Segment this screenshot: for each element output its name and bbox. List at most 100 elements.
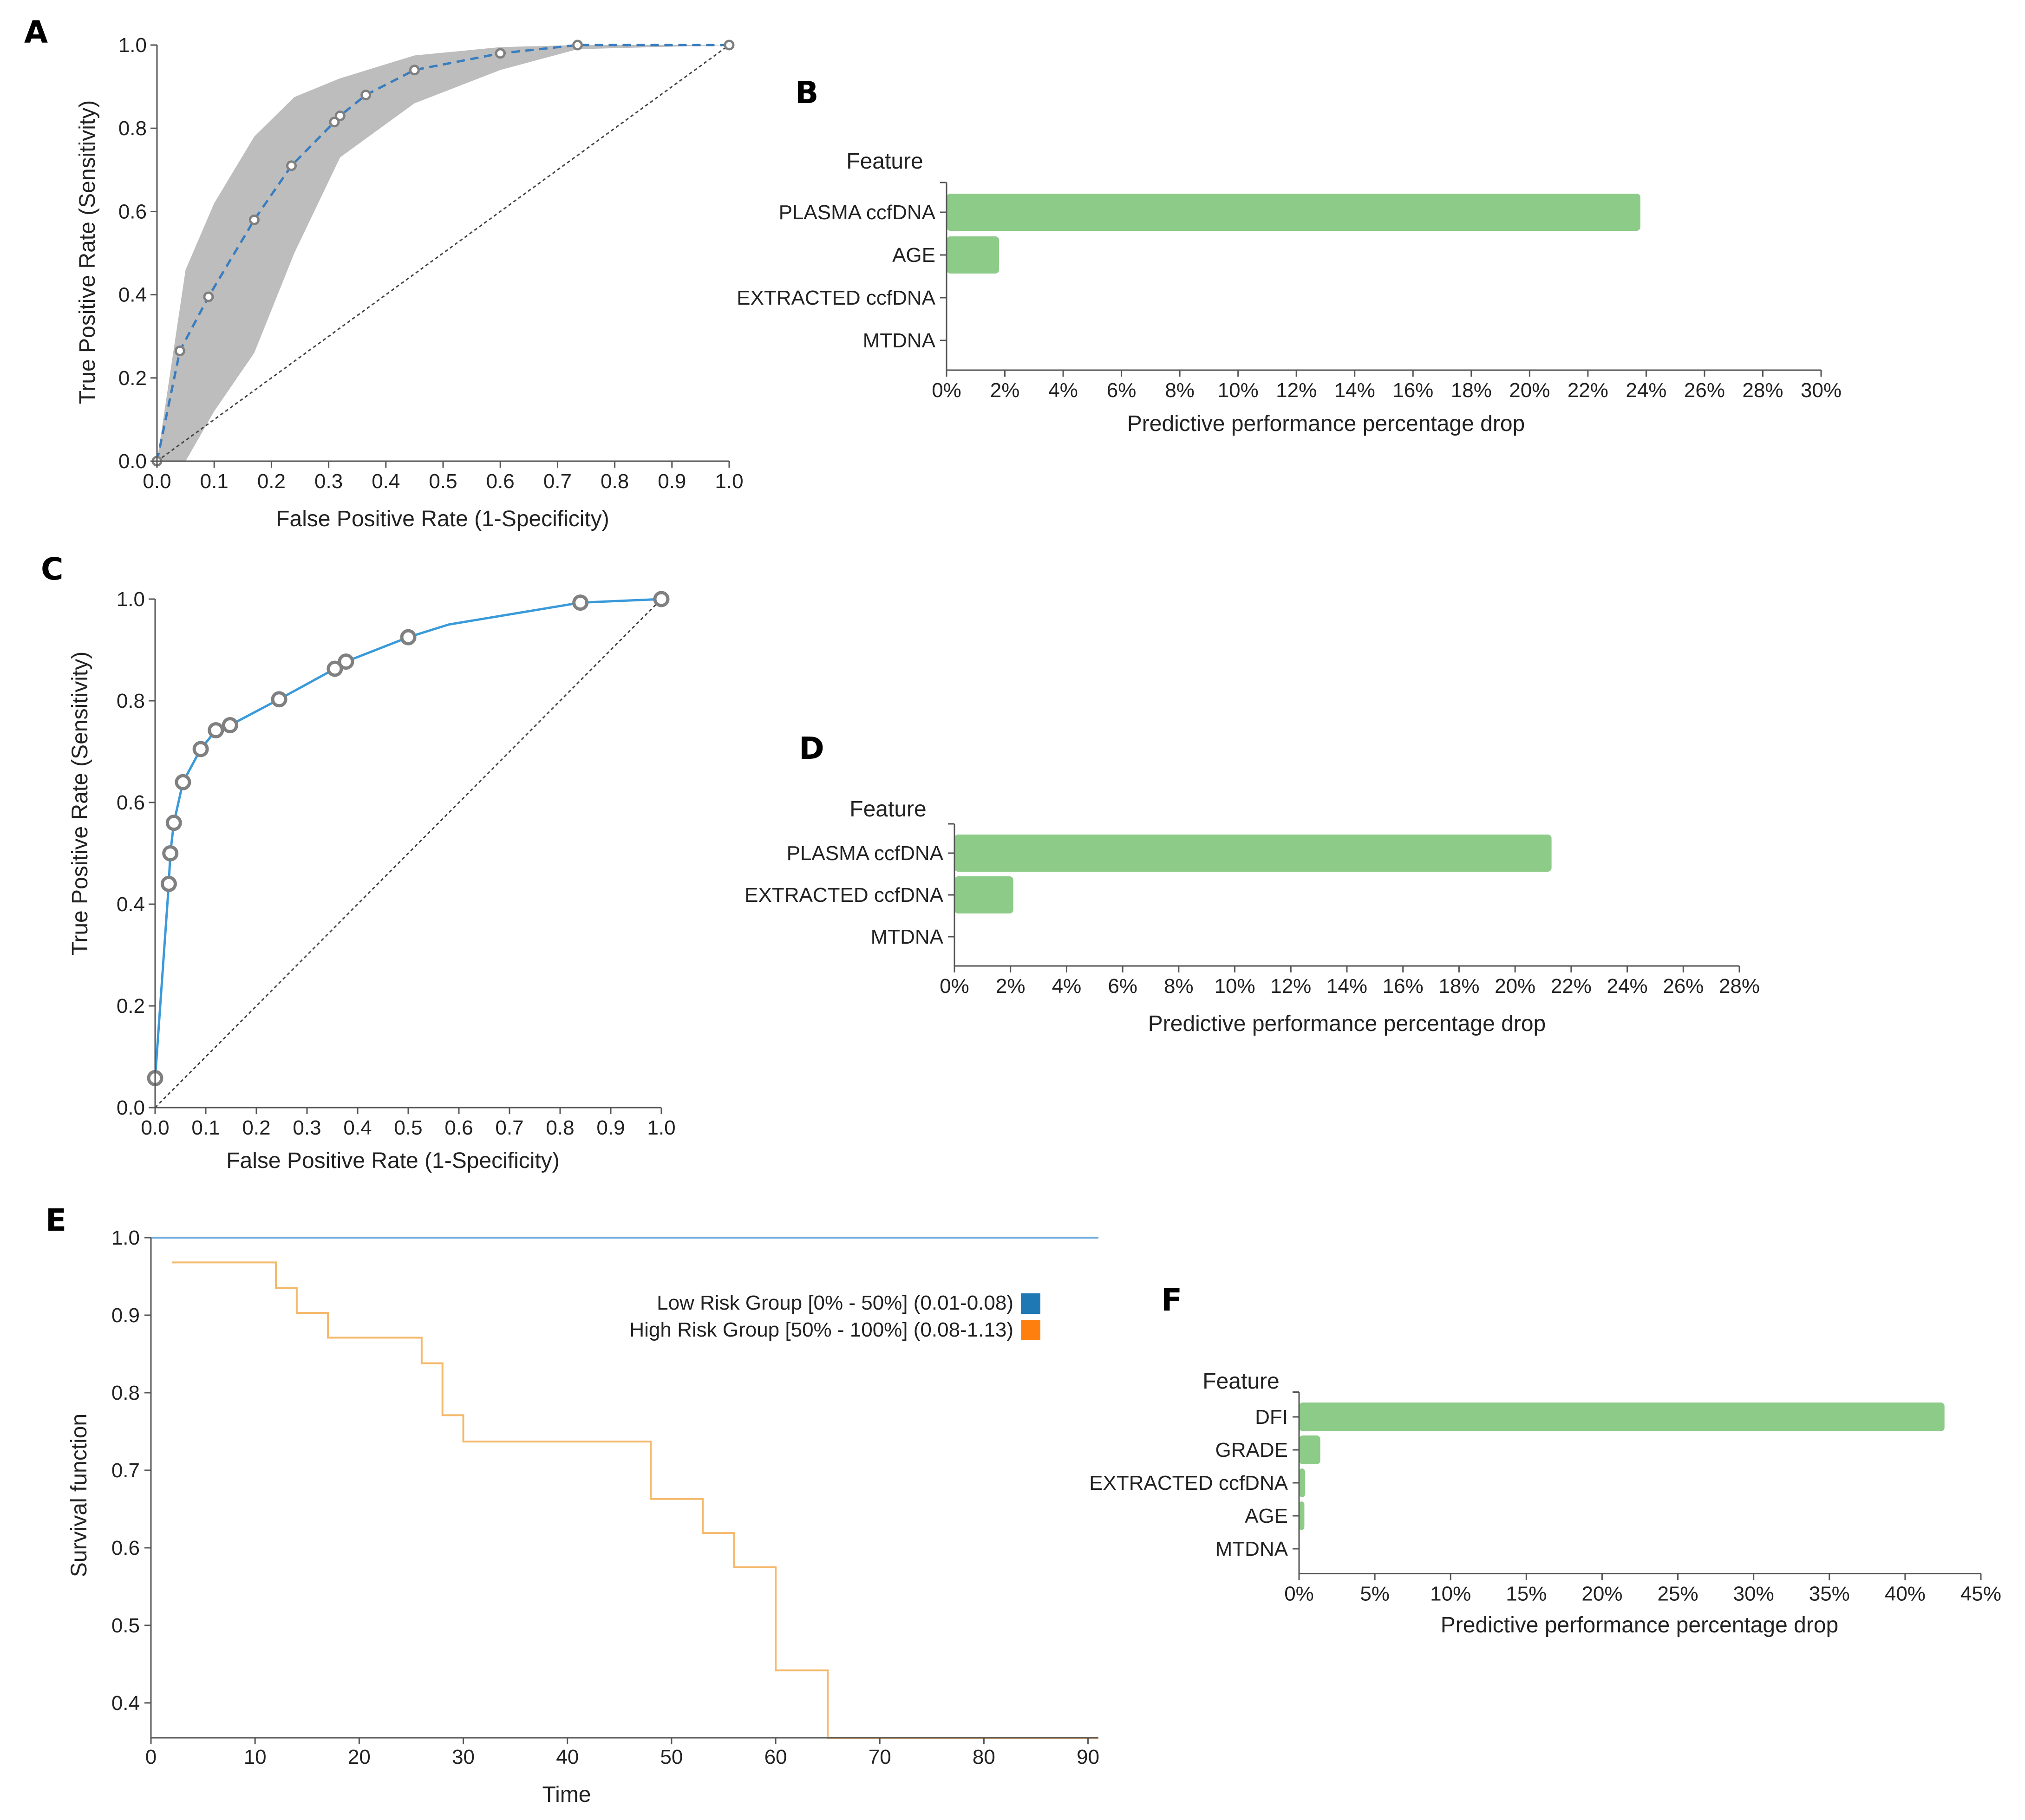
km-e-x-ticks: 0 10 20 30 40 50 60 70 80 90 (145, 1738, 1099, 1768)
bar-f-bar (1299, 1468, 1306, 1497)
km-e-x-axis-label: Time (542, 1782, 591, 1807)
roc-a-point (248, 214, 260, 225)
roc-c-curve (154, 598, 662, 1078)
roc-c-x-tick-label: 0.9 (596, 1116, 625, 1139)
roc-c-diagonal-layer (154, 598, 662, 1109)
bar-f-category-label: GRADE (1215, 1439, 1288, 1461)
bar-d-x-axis-label: Predictive performance percentage drop (1148, 1011, 1546, 1036)
roc-a-x-tick-label: 0.7 (543, 470, 572, 493)
bar-f-category-label: AGE (1245, 1505, 1288, 1527)
km-e-y-tick-label: 0.9 (111, 1304, 140, 1327)
km-e-axes (150, 1238, 1098, 1739)
bar-f-x-tick-label: 35% (1809, 1583, 1850, 1605)
bar-f-feature-header: Feature (1202, 1369, 1279, 1394)
bar-d-x-tick-label: 10% (1215, 975, 1255, 998)
roc-a-point (360, 90, 372, 101)
roc-c-x-tick-label: 0.4 (343, 1116, 372, 1139)
roc-a-y-tick-label: 0.2 (118, 367, 147, 390)
bar-d-category-label: MTDNA (871, 926, 944, 948)
roc-c-y-axis-label: True Positive Rate (Sensitivity) (68, 652, 92, 955)
roc-a-chance-diagonal (157, 44, 730, 462)
bar-d-category-label: EXTRACTED ccfDNA (745, 884, 943, 907)
roc-a-point (724, 39, 735, 51)
roc-a-diagonal-layer (157, 44, 730, 462)
roc-chart-a: 0.0 0.1 0.2 0.3 0.4 0.5 0.6 0.7 0.8 0.9 1.0 0.0 0.2… (75, 34, 744, 531)
km-e-y-tick-label: 1.0 (111, 1226, 140, 1249)
bar-chart-d: Feature PLASMA ccfDNA EXTRACTED ccfDNA MTD… (745, 797, 1760, 1036)
bar-f-bars (1299, 1403, 1945, 1530)
bar-f-x-axis-label: Predictive performance percentage drop (1441, 1613, 1838, 1637)
bar-d-bar (954, 876, 1013, 913)
bar-f-x-ticks: 0% 5% 10% 15% 20% 25% 30% 35% 40% 45% (1284, 1573, 2001, 1605)
roc-c-x-tick-label: 0.7 (495, 1116, 523, 1139)
bar-d-x-tick-label: 8% (1164, 975, 1194, 998)
bar-d-x-tick-label: 20% (1495, 975, 1535, 998)
bar-b-x-tick-label: 28% (1742, 379, 1783, 402)
roc-a-x-tick-label: 0.0 (143, 470, 171, 493)
bar-f-x-tick-label: 5% (1360, 1583, 1390, 1605)
bar-d-x-tick-label: 2% (996, 975, 1026, 998)
roc-c-point (400, 629, 417, 646)
roc-c-x-tick-label: 0.0 (141, 1116, 169, 1139)
roc-a-x-axis-label: False Positive Rate (1-Specificity) (276, 507, 609, 531)
bar-b-x-tick-label: 6% (1107, 379, 1137, 402)
bar-d-category-label: PLASMA ccfDNA (787, 842, 944, 865)
roc-c-point (572, 594, 589, 611)
bar-b-x-tick-label: 18% (1451, 379, 1492, 402)
panel-letter-b: B (795, 75, 818, 111)
roc-a-y-axis-label: True Positive Rate (Sensitivity) (75, 100, 100, 404)
bar-d-x-tick-label: 18% (1438, 975, 1479, 998)
km-e-high-risk-line (171, 1261, 1098, 1739)
km-e-x-tick-label: 90 (1077, 1746, 1099, 1768)
roc-c-x-tick-label: 0.5 (394, 1116, 422, 1139)
bar-d-category-labels: PLASMA ccfDNA EXTRACTED ccfDNA MTDNA (745, 842, 954, 948)
bar-b-axes (940, 182, 1821, 371)
bar-b-x-axis-label: Predictive performance percentage drop (1127, 411, 1525, 436)
roc-a-x-tick-label: 0.9 (658, 470, 686, 493)
roc-a-y-ticks: 0.0 0.2 0.4 0.6 0.8 1.0 (118, 34, 157, 473)
bar-b-category-label: PLASMA ccfDNA (779, 201, 936, 224)
roc-a-y-tick-label: 1.0 (118, 34, 147, 57)
bar-d-bars (954, 835, 1552, 913)
roc-c-y-tick-label: 0.6 (117, 791, 145, 814)
bar-b-category-labels: PLASMA ccfDNA AGE EXTRACTED ccfDNA MTDNA (737, 201, 947, 352)
bar-f-bar (1299, 1501, 1305, 1530)
roc-a-x-tick-label: 0.2 (257, 470, 286, 493)
roc-c-point (653, 591, 670, 607)
roc-c-point (175, 774, 191, 790)
roc-c-marker-layer (147, 591, 670, 1086)
roc-a-x-ticks: 0.0 0.1 0.2 0.3 0.4 0.5 0.6 0.7 0.8 0.9 1.0 (143, 461, 744, 493)
roc-a-x-tick-label: 0.1 (200, 470, 229, 493)
bar-b-x-tick-label: 4% (1048, 379, 1078, 402)
roc-a-x-tick-label: 0.8 (601, 470, 629, 493)
roc-a-x-tick-label: 0.3 (314, 470, 343, 493)
bar-f-category-label: MTDNA (1215, 1538, 1288, 1560)
bar-f-category-labels: DFI GRADE EXTRACTED ccfDNA AGE MTDNA (1089, 1406, 1299, 1560)
roc-c-point (165, 815, 182, 831)
bar-d-x-tick-label: 6% (1108, 975, 1137, 998)
km-e-y-ticks: 0.4 0.5 0.6 0.7 0.8 0.9 1.0 (111, 1226, 151, 1715)
bar-f-x-tick-label: 15% (1506, 1583, 1547, 1605)
roc-c-x-tick-label: 0.3 (293, 1116, 321, 1139)
panel-letter-a: A (24, 14, 48, 50)
bar-b-x-tick-label: 30% (1801, 379, 1842, 402)
km-e-x-tick-label: 20 (348, 1746, 371, 1768)
bar-b-x-tick-label: 10% (1218, 379, 1259, 402)
bar-b-category-label: MTDNA (863, 329, 936, 352)
km-e-x-tick-label: 10 (244, 1746, 267, 1768)
roc-c-y-tick-label: 0.0 (117, 1096, 145, 1119)
roc-a-point (329, 117, 340, 128)
roc-a-point (409, 65, 420, 76)
roc-a-point (174, 346, 185, 357)
roc-a-y-tick-label: 0.4 (118, 284, 147, 307)
roc-c-point (327, 660, 343, 677)
legend-swatch-high-risk (1021, 1320, 1040, 1340)
km-e-x-tick-label: 0 (145, 1746, 157, 1768)
bar-f-category-label: EXTRACTED ccfDNA (1089, 1472, 1288, 1494)
roc-a-band-layer (157, 45, 729, 461)
bar-d-x-tick-label: 22% (1551, 975, 1592, 998)
bar-d-x-tick-label: 28% (1719, 975, 1760, 998)
roc-c-y-ticks: 0.0 0.2 0.4 0.6 0.8 1.0 (117, 588, 155, 1119)
roc-c-x-tick-label: 0.8 (546, 1116, 574, 1139)
